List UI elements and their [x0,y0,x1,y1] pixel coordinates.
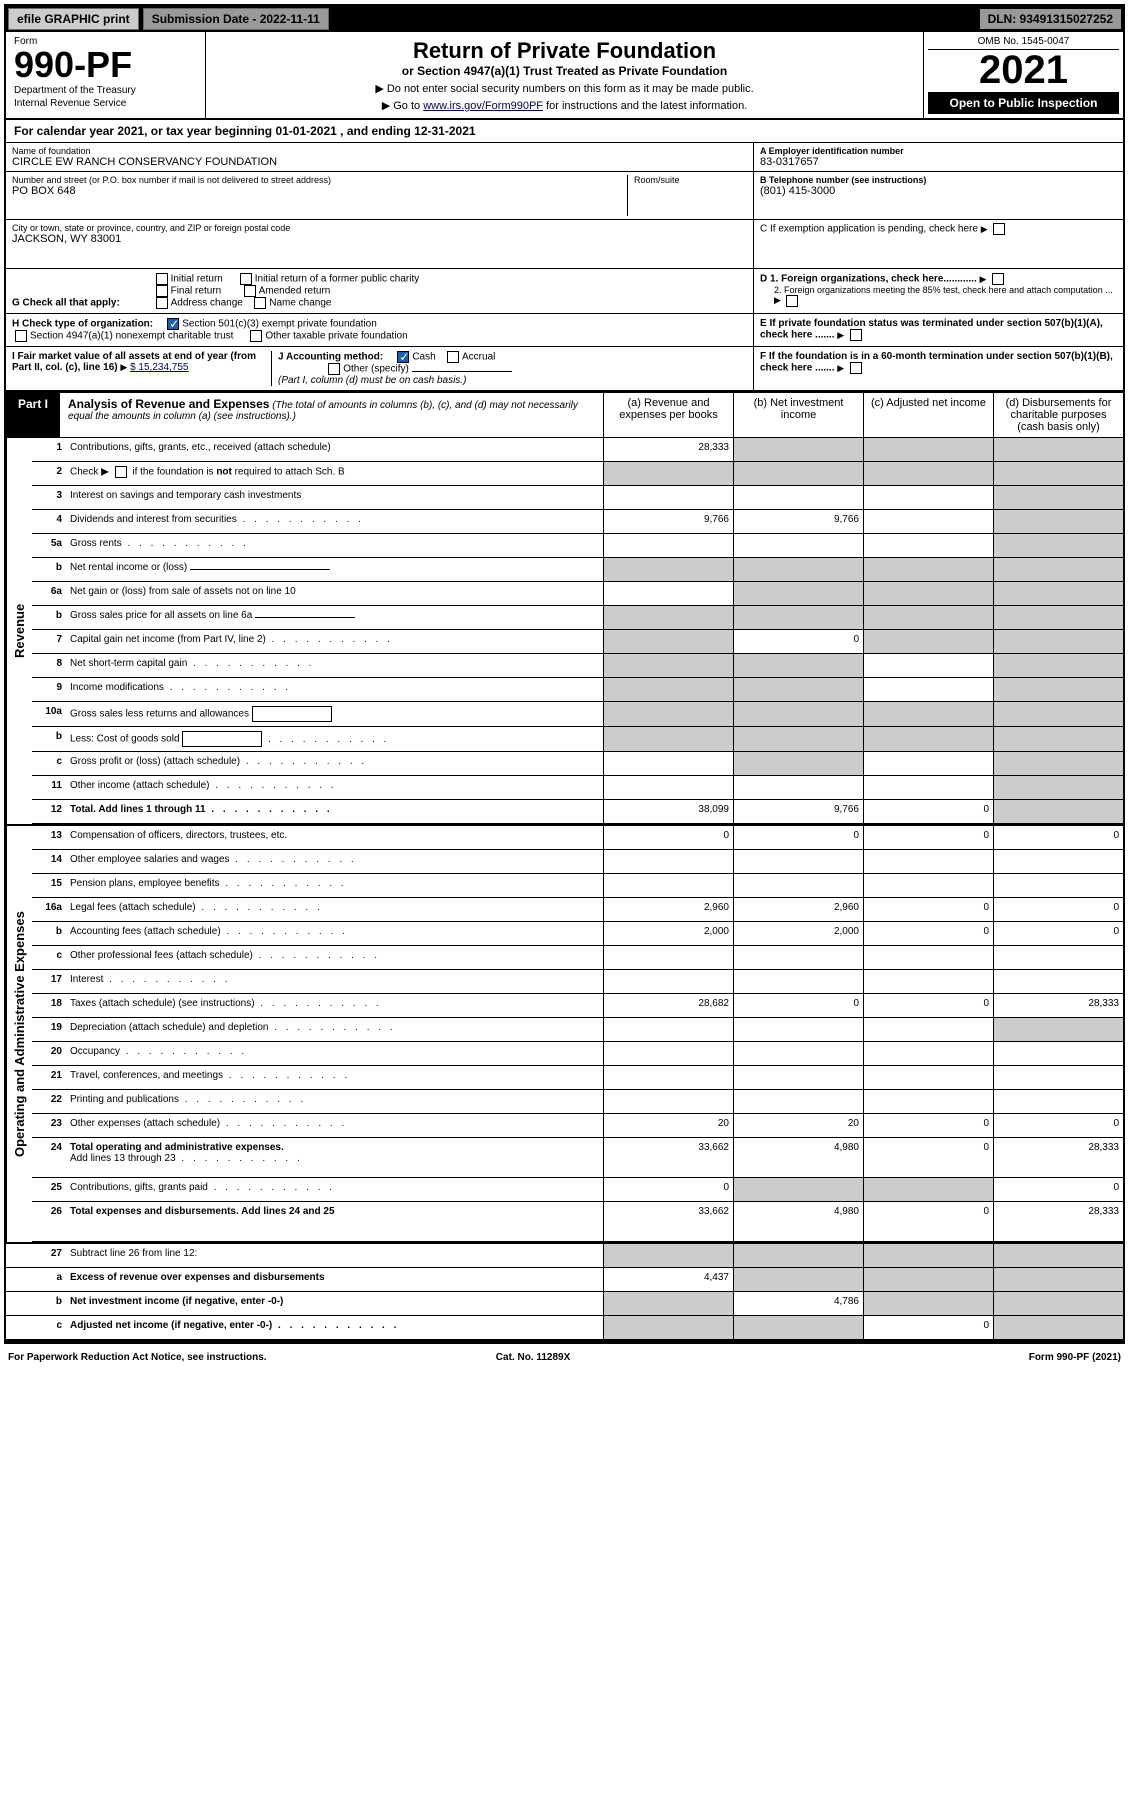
addr-label: Number and street (or P.O. box number if… [12,175,627,185]
calendar-year: For calendar year 2021, or tax year begi… [6,120,1123,143]
501c3-checkbox[interactable] [167,318,179,330]
address: PO BOX 648 [12,185,627,197]
dept-treasury: Department of the Treasury [14,85,197,96]
entity-section: Name of foundation CIRCLE EW RANCH CONSE… [6,143,1123,269]
d2-label: 2. Foreign organizations meeting the 85%… [760,285,1117,307]
4947-checkbox[interactable] [15,330,27,342]
submission-date: Submission Date - 2022-11-11 [143,8,329,30]
open-public: Open to Public Inspection [928,92,1119,114]
accrual-checkbox[interactable] [447,351,459,363]
ein-label: A Employer identification number [760,146,904,156]
d1-checkbox[interactable] [992,273,1004,285]
f-checkbox[interactable] [850,362,862,374]
form-subtitle: or Section 4947(a)(1) Trust Treated as P… [212,64,917,78]
paperwork-notice: For Paperwork Reduction Act Notice, see … [8,1352,267,1363]
dln-number: DLN: 93491315027252 [980,9,1121,29]
instruction-1: ▶ Do not enter social security numbers o… [212,82,917,95]
e-label: E If private foundation status was termi… [760,318,1103,341]
initial-former-checkbox[interactable] [240,273,252,285]
efile-button[interactable]: efile GRAPHIC print [8,8,139,30]
form-title: Return of Private Foundation [212,38,917,64]
j-label: J Accounting method: [278,352,383,363]
d1-label: D 1. Foreign organizations, check here..… [760,274,977,285]
exemption-label: C If exemption application is pending, c… [760,224,978,235]
initial-return-checkbox[interactable] [156,273,168,285]
irs-link[interactable]: www.irs.gov/Form990PF [423,100,543,112]
instruction-2: ▶ Go to www.irs.gov/Form990PF for instru… [212,99,917,112]
address-change-checkbox[interactable] [156,297,168,309]
city-label: City or town, state or province, country… [12,223,747,233]
j-note: (Part I, column (d) must be on cash basi… [278,375,466,386]
dept-irs: Internal Revenue Service [14,98,197,109]
exemption-checkbox[interactable] [993,223,1005,235]
other-method-checkbox[interactable] [328,363,340,375]
col-d-header: (d) Disbursements for charitable purpose… [993,393,1123,437]
arrow-icon [981,224,988,235]
phone-label: B Telephone number (see instructions) [760,175,926,185]
cash-checkbox[interactable] [397,351,409,363]
other-taxable-checkbox[interactable] [250,330,262,342]
fmv-value[interactable]: $ 15,234,755 [130,362,188,373]
h-label: H Check type of organization: [12,319,153,330]
col-c-header: (c) Adjusted net income [863,393,993,437]
col-a-header: (a) Revenue and expenses per books [603,393,733,437]
schb-checkbox[interactable] [115,466,127,478]
g-label: G Check all that apply: [12,298,120,309]
amended-checkbox[interactable] [244,285,256,297]
page-footer: For Paperwork Reduction Act Notice, see … [0,1348,1129,1367]
expenses-side-label: Operating and Administrative Expenses [6,826,32,1242]
ein-value: 83-0317657 [760,156,1117,168]
d2-checkbox[interactable] [786,295,798,307]
f-label: F If the foundation is in a 60-month ter… [760,351,1113,374]
city-state-zip: JACKSON, WY 83001 [12,233,747,245]
form-ref: Form 990-PF (2021) [1029,1352,1121,1363]
foundation-name: CIRCLE EW RANCH CONSERVANCY FOUNDATION [12,156,747,168]
part1-title: Analysis of Revenue and Expenses [68,397,269,411]
phone-value: (801) 415-3000 [760,185,1117,197]
col-b-header: (b) Net investment income [733,393,863,437]
part1-header: Part I Analysis of Revenue and Expenses … [6,391,1123,438]
part1-label: Part I [6,393,60,437]
final-return-checkbox[interactable] [156,285,168,297]
form-header: Form 990-PF Department of the Treasury I… [6,32,1123,120]
top-bar: efile GRAPHIC print Submission Date - 20… [6,6,1123,32]
form-number: 990-PF [14,47,197,83]
e-checkbox[interactable] [850,329,862,341]
name-change-checkbox[interactable] [254,297,266,309]
cat-number: Cat. No. 11289X [496,1352,570,1363]
revenue-side-label: Revenue [6,438,32,824]
tax-year: 2021 [928,50,1119,90]
room-label: Room/suite [634,175,747,185]
name-label: Name of foundation [12,146,747,156]
